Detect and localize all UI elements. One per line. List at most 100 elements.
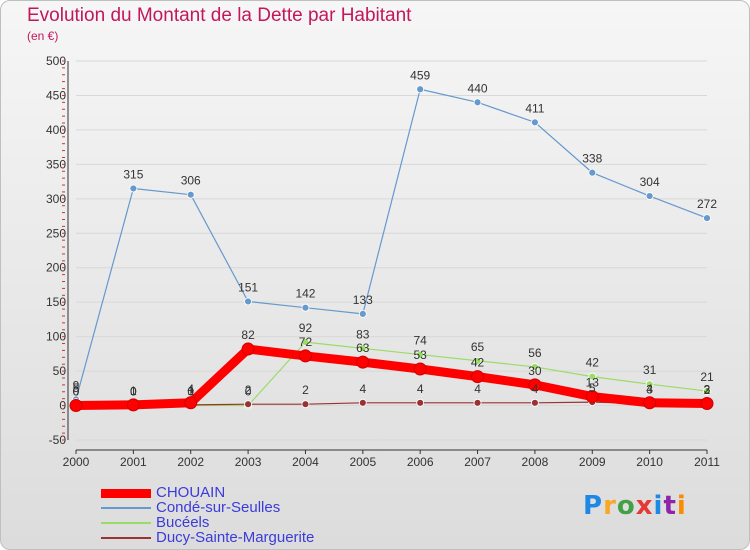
data-point [298, 349, 312, 363]
data-point [700, 396, 714, 410]
series-line-0 [75, 344, 708, 411]
data-point [643, 396, 657, 410]
x-tick-label: 2002 [177, 455, 204, 469]
data-label: 1 [187, 384, 194, 398]
data-label: 42 [471, 356, 485, 370]
data-label: 4 [187, 382, 194, 396]
data-label: 411 [525, 101, 544, 115]
data-label: 4 [474, 382, 481, 396]
data-label: 151 [238, 280, 258, 294]
x-tick-label: 2011 [694, 455, 720, 469]
data-point [413, 362, 427, 376]
y-tick-label: 400 [46, 123, 66, 137]
data-label: 315 [123, 167, 143, 181]
data-label: 31 [643, 363, 657, 377]
legend-label: Ducy-Sainte-Marguerite [156, 529, 315, 546]
data-label: 53 [414, 348, 428, 362]
x-tick-label: 2006 [407, 455, 434, 469]
data-point [244, 297, 252, 306]
x-tick-label: 2004 [292, 455, 319, 469]
data-label: 72 [299, 335, 313, 349]
legend-swatch [101, 489, 151, 498]
legend-item: Bucéels [101, 515, 401, 531]
data-point [473, 356, 482, 365]
y-tick-label: 350 [46, 157, 66, 171]
x-tick-label: 2003 [235, 455, 262, 469]
data-label: 3 [646, 382, 653, 396]
data-label: 30 [528, 364, 542, 378]
data-point [186, 190, 195, 199]
data-point [473, 398, 482, 407]
data-point [358, 398, 367, 407]
data-point [241, 342, 255, 356]
data-point [126, 398, 140, 412]
data-label: 2 [245, 383, 252, 397]
data-label: 2 [704, 383, 711, 397]
data-point [356, 355, 370, 369]
data-label: 5 [589, 381, 596, 395]
y-tick-label: 100 [46, 330, 66, 344]
y-tick-label: -50 [49, 433, 67, 447]
data-label: 83 [356, 327, 370, 341]
data-point [69, 399, 83, 413]
data-point [184, 396, 198, 410]
legend-label: CHOUAIN [156, 484, 226, 501]
data-point [703, 214, 711, 223]
data-label: 0 [245, 385, 252, 399]
data-point [585, 390, 599, 404]
data-label: 142 [295, 287, 315, 301]
data-label: 2 [302, 383, 309, 397]
data-point [645, 380, 654, 389]
data-label: 4 [532, 382, 539, 396]
legend-swatch [101, 522, 151, 524]
x-tick-label: 2008 [522, 455, 549, 469]
data-label: 0 [73, 385, 80, 399]
data-point [473, 98, 482, 107]
legend-item: Condé-sur-Seulles [101, 500, 401, 516]
y-tick-label: 150 [46, 295, 66, 309]
series-line-1 [75, 88, 708, 400]
data-point [531, 363, 539, 371]
data-point [531, 398, 539, 407]
data-point [416, 398, 425, 407]
data-point [244, 400, 252, 409]
data-point [588, 168, 597, 177]
data-label: 42 [586, 356, 600, 370]
data-label: 459 [410, 68, 430, 82]
data-label: 21 [700, 370, 714, 384]
y-tick-label: 500 [46, 54, 66, 68]
data-point [528, 378, 542, 392]
data-point [645, 192, 654, 200]
proxiti-logo: Proxiti [583, 491, 687, 521]
data-point [129, 184, 138, 193]
data-label: 13 [586, 376, 600, 390]
data-point [301, 400, 310, 409]
data-label: 92 [299, 321, 313, 335]
data-point [301, 303, 310, 312]
data-point [416, 350, 425, 359]
legend-item: Ducy-Sainte-Marguerite [101, 530, 401, 546]
chart-subtitle: (en €) [27, 29, 59, 43]
data-point [531, 118, 539, 127]
y-tick-label: 300 [46, 192, 66, 206]
y-tick-label: 250 [46, 226, 66, 240]
x-tick-label: 2001 [120, 455, 147, 469]
data-label: 4 [646, 382, 653, 396]
data-label: 0 [73, 385, 80, 399]
data-label: 306 [181, 174, 201, 188]
data-label: 133 [353, 293, 373, 307]
x-tick-label: 2007 [464, 455, 491, 469]
x-tick-label: 2005 [349, 455, 376, 469]
legend-swatch [101, 507, 151, 509]
y-tick-label: 50 [53, 364, 67, 378]
data-label: 0 [130, 385, 137, 399]
x-tick-label: 2000 [63, 455, 90, 469]
data-point [471, 370, 485, 384]
data-label: 304 [640, 175, 660, 189]
data-point [588, 372, 597, 381]
data-label: 82 [241, 328, 255, 342]
data-label: 338 [582, 152, 602, 166]
data-label: 9 [73, 378, 80, 392]
